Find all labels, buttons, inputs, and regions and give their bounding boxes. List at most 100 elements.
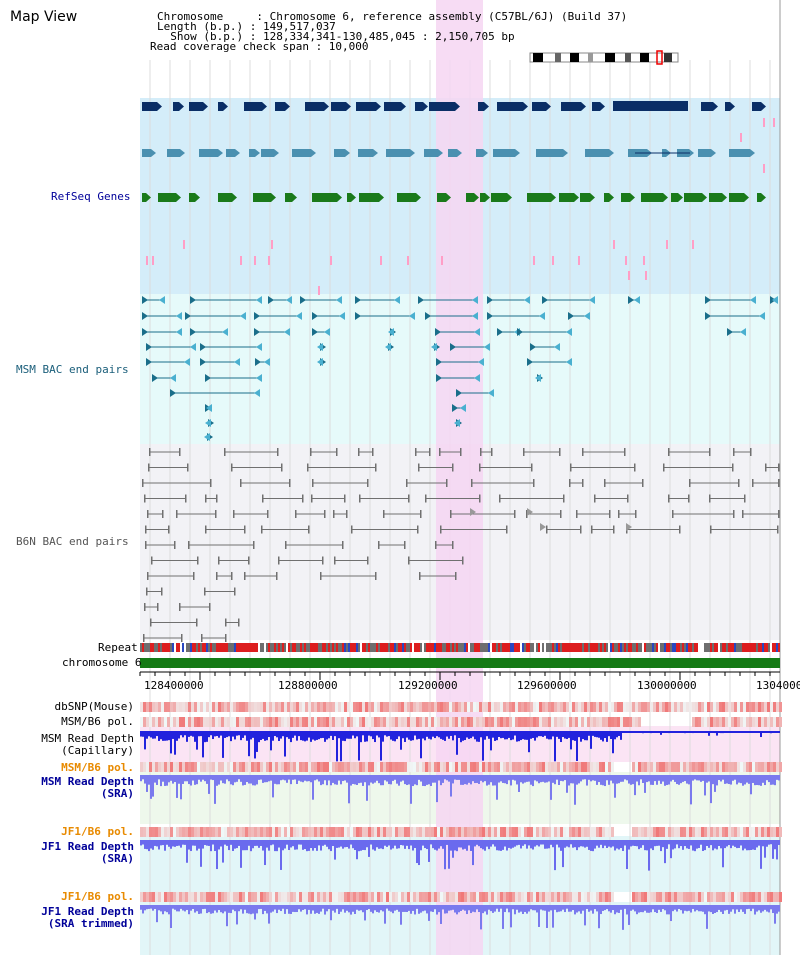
heatmap-cell [686, 702, 689, 712]
depth-bar [648, 905, 650, 913]
heatmap-cell [566, 762, 569, 772]
pink-mark [152, 256, 154, 265]
heatmap-cell [398, 717, 401, 727]
heatmap-cell [656, 762, 659, 772]
depth-bar [500, 840, 502, 851]
depth-bar [584, 775, 586, 780]
depth-bar [346, 775, 348, 783]
depth-bar [184, 905, 186, 912]
depth-bar [386, 840, 388, 847]
depth-bar [326, 905, 328, 912]
heatmap-cell [629, 702, 632, 712]
depth-bar [778, 840, 780, 845]
repeat-segment [370, 643, 372, 652]
repeat-segment [186, 643, 188, 652]
b6n-bac-end [218, 556, 220, 565]
heatmap-cell [293, 827, 296, 837]
heatmap-cell [611, 762, 614, 772]
heatmap-cell [155, 762, 158, 772]
depth-bar [682, 775, 684, 782]
heatmap-cell [734, 762, 737, 772]
depth-bar [544, 775, 546, 783]
heatmap-cell [392, 762, 395, 772]
depth-bar [624, 905, 626, 909]
depth-bar [294, 905, 296, 913]
heatmap-cell [422, 702, 425, 712]
gene-feature [142, 193, 146, 202]
heatmap-cell [380, 827, 383, 837]
depth-bar [698, 731, 700, 733]
depth-bar [518, 731, 520, 742]
b6n-bac-end [668, 494, 670, 503]
heatmap-cell [161, 892, 164, 902]
heatmap-cell [242, 892, 245, 902]
depth-bar [472, 775, 474, 782]
heatmap-cell [581, 702, 584, 712]
depth-bar [510, 840, 512, 849]
repeat-segment [230, 643, 232, 652]
heatmap-cell [476, 827, 479, 837]
heatmap-cell [401, 827, 404, 837]
depth-bar [210, 731, 212, 736]
jf1-b6-pol-label: JF1/B6 pol. [61, 825, 134, 838]
depth-bar [250, 775, 252, 784]
heatmap-cell [392, 702, 395, 712]
depth-bar [298, 905, 300, 910]
heatmap-cell [383, 762, 386, 772]
depth-bar [776, 905, 778, 914]
heatmap-cell [188, 892, 191, 902]
ideogram-band [533, 53, 543, 62]
depth-bar [514, 905, 516, 915]
depth-bar [146, 775, 148, 792]
depth-bar [638, 840, 640, 850]
depth-bar [688, 731, 690, 733]
depth-bar [408, 731, 410, 740]
depth-bar [224, 905, 226, 912]
depth-bar [606, 905, 608, 910]
depth-bar [476, 731, 478, 742]
depth-bar [758, 775, 760, 786]
depth-bar [630, 840, 632, 847]
b6n-bac-end [216, 572, 218, 580]
msm-bac-end [454, 419, 460, 427]
depth-bar [174, 840, 176, 847]
b6n-bac-label[interactable]: B6N BAC end pairs [16, 535, 129, 548]
depth-bar [762, 775, 764, 783]
heatmap-cell [551, 892, 554, 902]
heatmap-cell [410, 827, 413, 837]
heatmap-cell [296, 717, 299, 727]
heatmap-cell [227, 717, 230, 727]
depth-bar [678, 840, 680, 849]
heatmap-cell [773, 892, 776, 902]
repeat-segment [276, 643, 278, 652]
depth-bar [404, 905, 406, 912]
b6n-bac-end [499, 494, 501, 503]
b6n-bac-end [408, 556, 410, 565]
heatmap-cell [173, 702, 176, 712]
depth-bar [658, 905, 660, 910]
depth-bar [528, 905, 530, 912]
heatmap-cell [326, 717, 329, 727]
depth-bar [416, 905, 418, 909]
msm-bac-label[interactable]: MSM BAC end pairs [16, 363, 129, 376]
repeat-segment [158, 643, 160, 652]
depth-bar [760, 905, 762, 913]
heatmap-cell [209, 702, 212, 712]
depth-bar [264, 775, 266, 783]
depth-bar [294, 731, 296, 736]
heatmap-cell [695, 702, 698, 712]
repeat-segment [584, 643, 586, 652]
depth-bar [268, 905, 270, 924]
heatmap-cell [161, 717, 164, 727]
heatmap-cell [443, 762, 446, 772]
depth-bar [746, 840, 748, 851]
refseq-genes-label[interactable]: RefSeq Genes [51, 190, 131, 203]
depth-bar [406, 840, 408, 846]
depth-bar [560, 840, 562, 851]
heatmap-cell [578, 717, 581, 727]
depth-bar [586, 840, 588, 847]
depth-bar [566, 731, 568, 740]
repeat-segment [760, 643, 762, 652]
msm-bac-end [542, 296, 548, 304]
